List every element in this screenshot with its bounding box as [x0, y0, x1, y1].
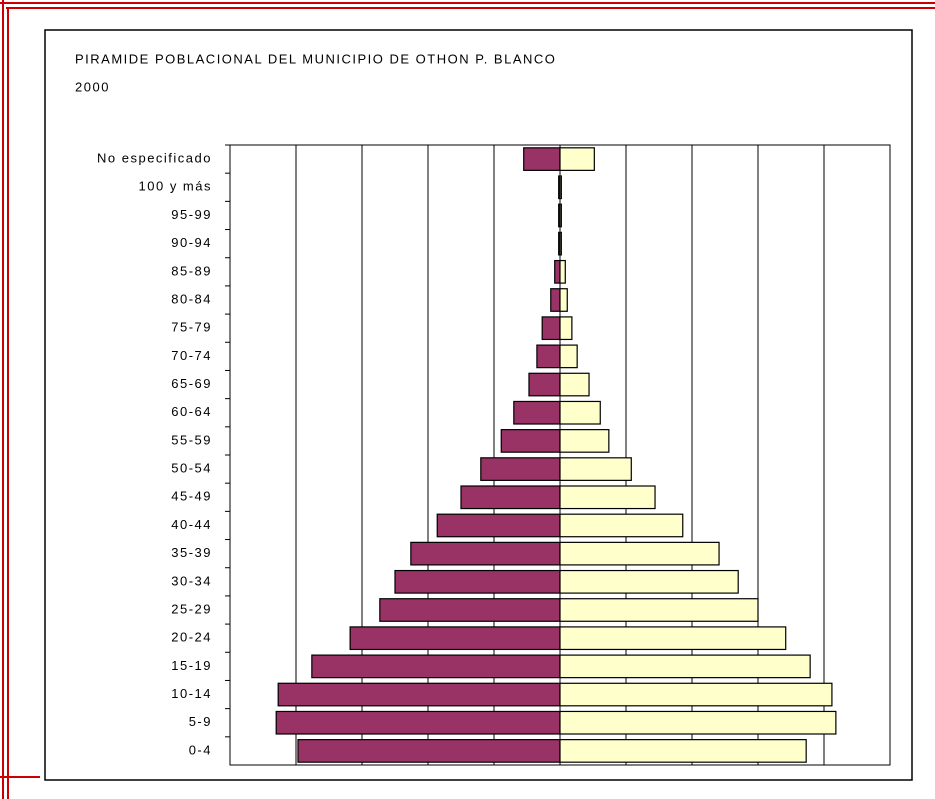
y-tick-label: 25-29	[171, 601, 212, 616]
bar	[559, 485, 656, 510]
bar	[559, 429, 610, 453]
bar	[523, 147, 561, 171]
bar	[436, 513, 561, 538]
y-tick-label: 45-49	[171, 489, 212, 504]
bar	[311, 654, 561, 679]
bar	[559, 569, 739, 594]
bar	[559, 400, 601, 425]
bar	[559, 739, 807, 763]
chart-subtitle: 2000	[75, 79, 110, 94]
bar	[559, 344, 578, 369]
y-tick-label: 95-99	[171, 207, 212, 222]
y-tick-label: 100 y más	[139, 179, 212, 194]
y-tick-label: 5-9	[189, 714, 212, 729]
y-tick-label: 20-24	[171, 630, 212, 645]
bar	[559, 541, 720, 566]
y-tick-label: 30-34	[171, 573, 212, 588]
bar	[275, 710, 561, 735]
y-tick-label: 80-84	[171, 291, 212, 306]
bar	[550, 288, 561, 312]
bar	[297, 739, 561, 763]
bar	[559, 598, 759, 622]
y-tick-label: 0-4	[189, 742, 212, 757]
y-tick-label: 35-39	[171, 545, 212, 560]
chart-title: PIRAMIDE POBLACIONAL DEL MUNICIPIO DE OT…	[75, 51, 556, 66]
bar	[559, 203, 562, 228]
bar	[410, 541, 561, 566]
bar	[559, 513, 684, 538]
y-tick-label: 40-44	[171, 517, 212, 532]
bar	[554, 259, 561, 284]
y-tick-label: 15-19	[171, 658, 212, 673]
y-tick-label: No especificado	[97, 151, 212, 166]
bar	[559, 654, 811, 679]
bar	[559, 316, 573, 341]
bar	[541, 316, 561, 341]
bar	[559, 288, 568, 312]
y-tick-label: 60-64	[171, 404, 212, 419]
bar	[559, 231, 562, 256]
bar	[559, 259, 566, 284]
y-tick-label: 55-59	[171, 432, 212, 447]
bar	[559, 626, 787, 651]
y-tick-label: 10-14	[171, 686, 212, 701]
bar	[500, 429, 561, 453]
bar	[559, 710, 837, 735]
bar	[349, 626, 561, 651]
bar	[559, 682, 833, 707]
y-tick-label: 70-74	[171, 348, 212, 363]
y-tick-label: 75-79	[171, 320, 212, 335]
y-tick-label: 85-89	[171, 263, 212, 278]
bar	[536, 344, 561, 369]
bar	[559, 372, 590, 397]
bar	[379, 598, 561, 622]
bar	[277, 682, 561, 707]
bar	[559, 147, 595, 171]
y-tick-label: 65-69	[171, 376, 212, 391]
bar	[394, 569, 561, 594]
bar	[513, 400, 561, 425]
bar	[528, 372, 561, 397]
bar	[559, 457, 632, 481]
y-tick-label: 90-94	[171, 235, 212, 250]
bar	[480, 457, 561, 481]
y-tick-label: 50-54	[171, 461, 212, 476]
bar	[559, 175, 562, 200]
bar	[460, 485, 561, 510]
